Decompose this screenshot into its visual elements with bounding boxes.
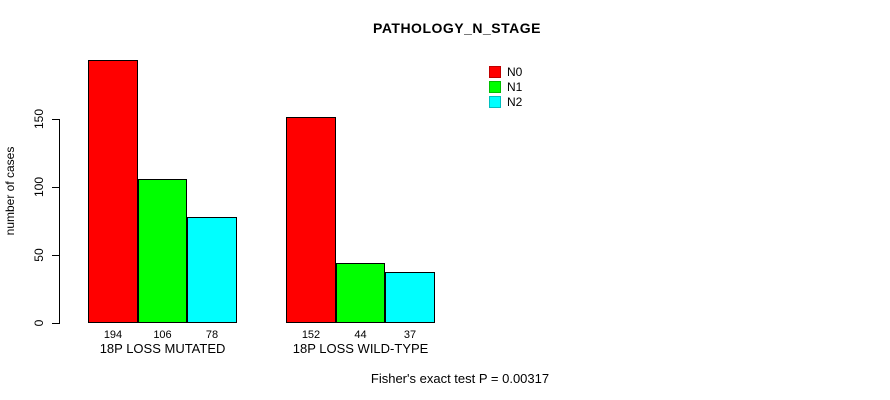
y-tick-label: 150 [32, 108, 46, 130]
bar-N0 [88, 60, 138, 323]
legend-item-N1: N1 [489, 79, 522, 94]
group-label: 18P LOSS WILD-TYPE [292, 341, 429, 356]
y-axis-label: number of cases [3, 146, 17, 236]
y-tick [52, 255, 59, 256]
legend-item-N0: N0 [489, 64, 522, 79]
legend-label-N0: N0 [507, 64, 523, 79]
bar-N2 [187, 217, 237, 323]
legend-item-N2: N2 [489, 94, 522, 109]
y-tick [52, 323, 59, 324]
legend: N0 N1 N2 [489, 64, 522, 109]
bar-N1 [336, 263, 385, 323]
legend-swatch-N0 [489, 65, 501, 78]
chart-title: PATHOLOGY_N_STAGE [373, 20, 541, 36]
bar-value-label: 37 [403, 329, 417, 341]
bar-value-label: 44 [354, 329, 367, 341]
y-tick-label: 100 [32, 176, 46, 198]
legend-swatch-N1 [489, 80, 501, 93]
footer-annotation: Fisher's exact test P = 0.00317 [370, 371, 550, 386]
bar-value-label: 106 [153, 329, 172, 341]
bar-value-label: 152 [301, 329, 321, 341]
bar-N2 [385, 272, 435, 323]
legend-label-N1: N1 [507, 79, 523, 94]
legend-label-N2: N2 [507, 94, 523, 109]
legend-swatch-N2 [489, 95, 501, 108]
bar-N1 [138, 179, 187, 323]
bar-value-label: 194 [103, 329, 123, 341]
bar-value-label: 78 [205, 329, 219, 341]
y-tick-label: 0 [32, 319, 46, 327]
y-tick [52, 119, 59, 120]
y-tick-label: 50 [32, 248, 46, 262]
bar-N0 [286, 117, 336, 323]
y-axis-line [59, 119, 60, 324]
group-label: 18P LOSS MUTATED [99, 341, 226, 356]
y-tick [52, 187, 59, 188]
